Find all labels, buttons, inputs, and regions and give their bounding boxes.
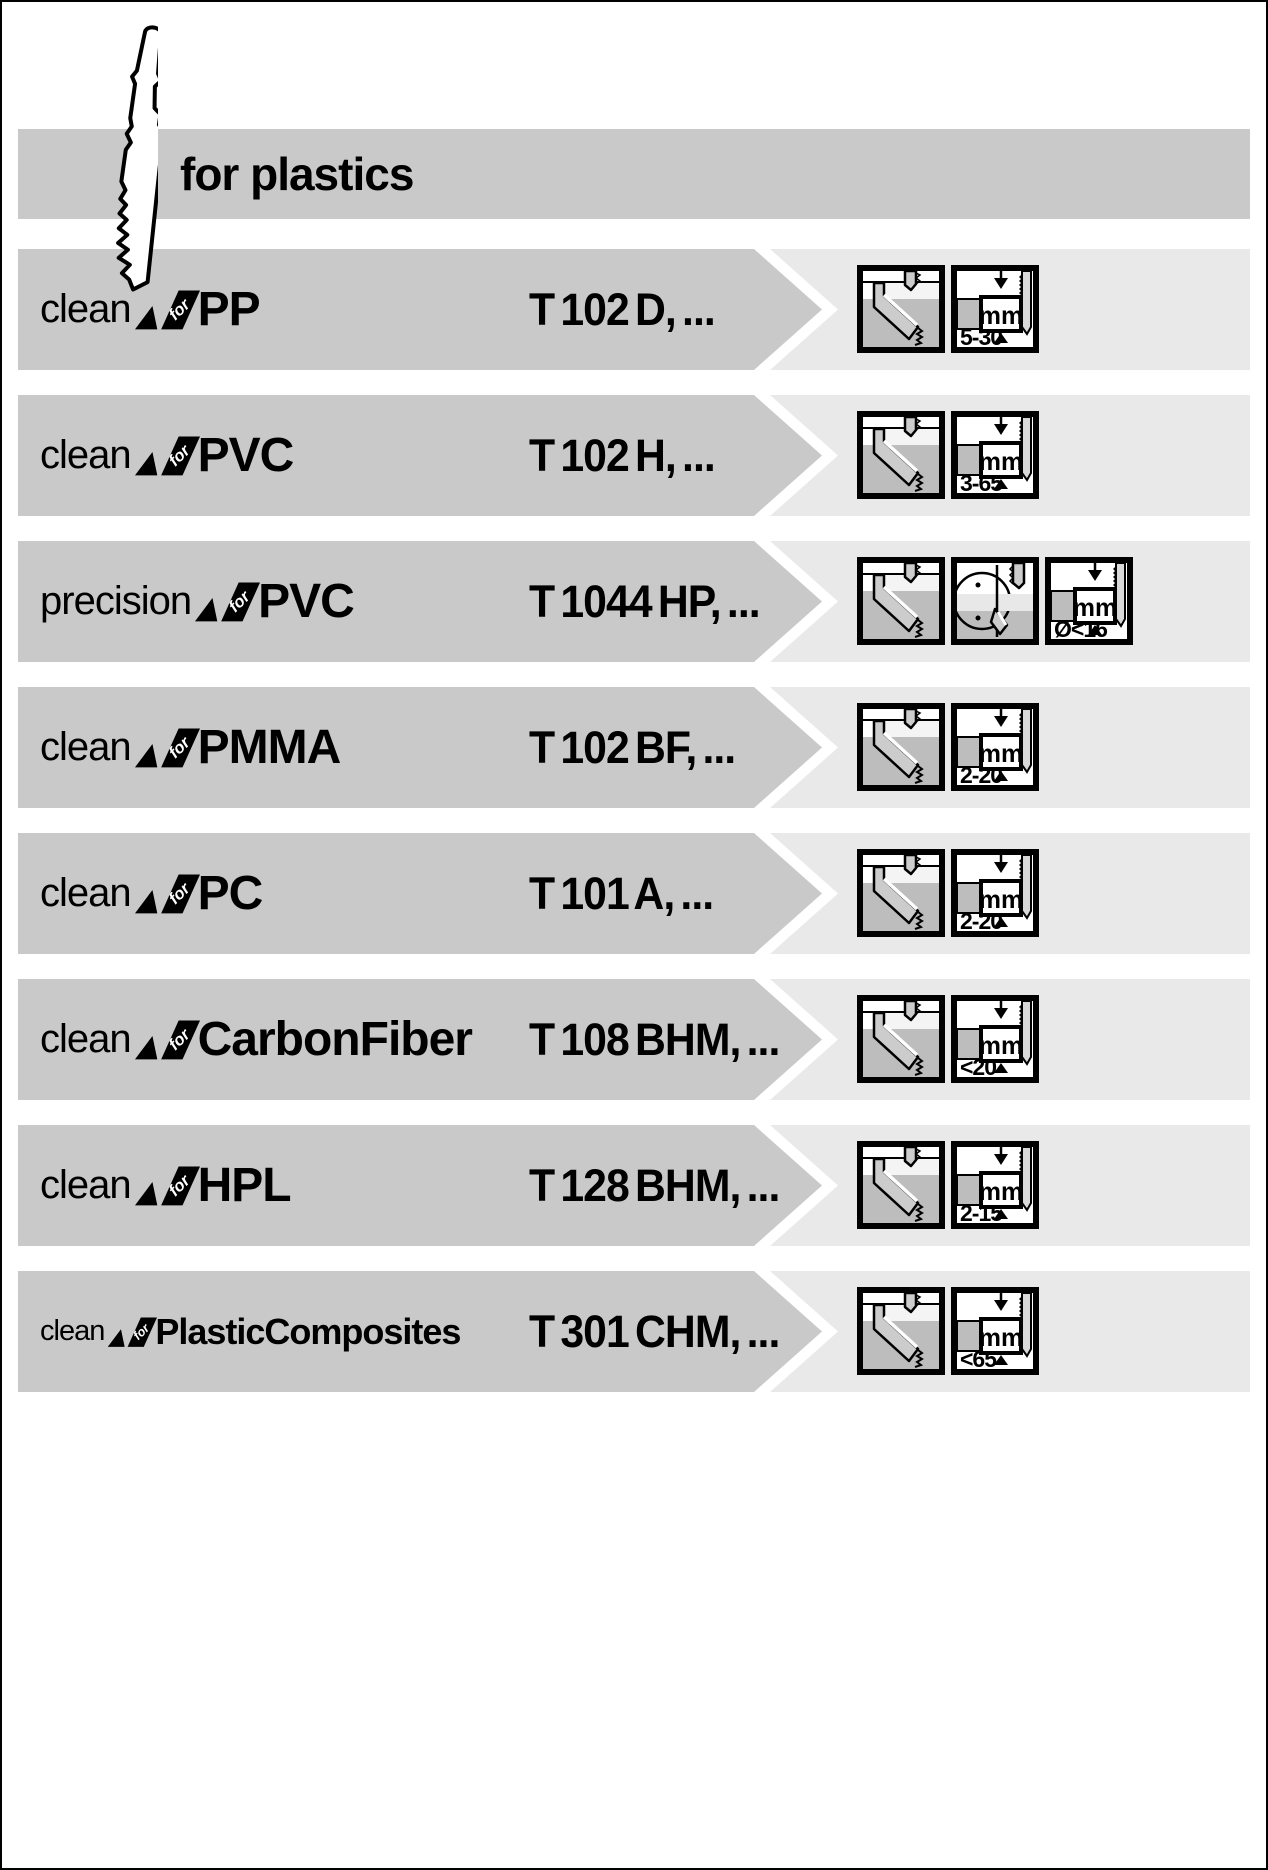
row-label: clean for PC xyxy=(40,833,264,954)
material-name: HPL xyxy=(197,1159,292,1212)
model-numbers: T 128 BHM, ... xyxy=(529,1159,780,1211)
mm-range: 2-20 xyxy=(960,908,1002,934)
thickness-icon: mm 5-30 xyxy=(951,265,1039,353)
mm-range: <20 xyxy=(960,1054,996,1080)
jigsaw-blade-icon xyxy=(78,22,166,292)
application-prefix: clean xyxy=(40,433,132,477)
thickness-icon: mm <65 xyxy=(951,1287,1039,1375)
thickness-icon: mm 2-20 xyxy=(951,849,1039,937)
row-label: clean for HPL xyxy=(40,1125,292,1246)
clean-cut-icon xyxy=(857,1287,945,1375)
product-row: clean for PVC T 102 H, ... xyxy=(18,395,1250,516)
material-name: PVC xyxy=(197,429,295,482)
thickness-icon: mm Ø<16 xyxy=(1045,557,1133,645)
material-name: PVC xyxy=(258,575,355,628)
row-label: precision for PVC xyxy=(40,541,355,662)
material-name: PlasticComposites xyxy=(155,1310,461,1352)
model-numbers: T 102 D, ... xyxy=(529,283,716,335)
thickness-icon: mm 3-65 xyxy=(951,411,1039,499)
row-icons: mm 2-20 xyxy=(857,849,1039,937)
row-icons: mm <65 xyxy=(857,1287,1039,1375)
product-row: clean for PlasticComposites T 301 CHM, .… xyxy=(18,1271,1250,1392)
clean-cut-icon xyxy=(857,995,945,1083)
for-logo: for xyxy=(134,1160,200,1206)
model-numbers: T 1044 HP, ... xyxy=(529,575,761,627)
mm-range: 5-30 xyxy=(960,324,1002,350)
mm-range: 2-20 xyxy=(960,762,1002,788)
thickness-icon: mm 2-15 xyxy=(951,1141,1039,1229)
banner-arrow xyxy=(18,541,822,662)
clean-cut-icon xyxy=(857,411,945,499)
thickness-icon: mm 2-20 xyxy=(951,703,1039,791)
mm-unit-label: mm xyxy=(1073,594,1117,622)
for-logo: for xyxy=(134,430,200,476)
clean-cut-icon xyxy=(857,849,945,937)
product-row: clean for PC T 101 A, ... xyxy=(18,833,1250,954)
application-prefix: precision xyxy=(40,579,192,623)
application-prefix: clean xyxy=(40,725,132,769)
for-logo: for xyxy=(134,868,200,914)
application-prefix: clean xyxy=(40,1017,132,1061)
mm-unit-label: mm xyxy=(979,1324,1023,1352)
application-prefix: clean xyxy=(40,871,132,915)
row-icons: mm 3-65 xyxy=(857,411,1039,499)
header-band: for plastics xyxy=(18,129,1250,219)
product-row: clean for HPL T 128 BHM, ... xyxy=(18,1125,1250,1246)
model-numbers: T 301 CHM, ... xyxy=(529,1305,780,1357)
for-logo: for xyxy=(194,576,261,622)
mm-unit-label: mm xyxy=(979,1178,1023,1206)
row-label: clean for CarbonFiber xyxy=(40,979,473,1100)
for-logo: for xyxy=(107,1312,158,1348)
model-numbers: T 102 BF, ... xyxy=(529,721,736,773)
row-icons: mm 5-30 xyxy=(857,265,1039,353)
product-row: clean for PP T 102 D, ... xyxy=(18,249,1250,370)
clean-cut-icon xyxy=(857,557,945,645)
for-logo: for xyxy=(134,1014,200,1060)
banner-arrow xyxy=(18,1271,822,1392)
application-prefix: clean xyxy=(40,1163,132,1207)
pipe-cut-icon xyxy=(951,557,1039,645)
mm-range: 3-65 xyxy=(960,470,1003,496)
product-rows: clean for PP T 102 D, ... xyxy=(18,249,1250,1417)
mm-unit-label: mm xyxy=(979,740,1023,768)
thickness-icon: mm <20 xyxy=(951,995,1039,1083)
for-logo: for xyxy=(134,284,200,330)
product-row: precision for PVC T 1044 HP, ... xyxy=(18,541,1250,662)
mm-range: Ø<16 xyxy=(1054,616,1107,642)
mm-unit-label: mm xyxy=(979,448,1023,476)
mm-unit-label: mm xyxy=(979,1032,1023,1060)
model-numbers: T 101 A, ... xyxy=(529,867,714,919)
model-numbers: T 102 H, ... xyxy=(529,429,716,481)
row-icons: mm Ø<16 xyxy=(857,557,1133,645)
row-icons: mm 2-20 xyxy=(857,703,1039,791)
application-prefix: clean xyxy=(40,287,132,331)
for-logo: for xyxy=(134,722,200,768)
row-icons: mm 2-15 xyxy=(857,1141,1039,1229)
material-name: PC xyxy=(197,867,264,920)
row-label: clean for PVC xyxy=(40,395,295,516)
clean-cut-icon xyxy=(857,1141,945,1229)
clean-cut-icon xyxy=(857,265,945,353)
row-label: clean for PMMA xyxy=(40,687,342,808)
material-name: CarbonFiber xyxy=(197,1013,473,1066)
mm-range: 2-15 xyxy=(960,1200,1003,1226)
row-label: clean for PlasticComposites xyxy=(40,1271,461,1392)
mm-range: <65 xyxy=(960,1346,997,1372)
row-label: clean for PP xyxy=(40,249,261,370)
row-icons: mm <20 xyxy=(857,995,1039,1083)
product-row: clean for PMMA T 102 BF, ... xyxy=(18,687,1250,808)
mm-unit-label: mm xyxy=(979,302,1023,330)
material-name: PP xyxy=(197,283,261,336)
application-prefix: clean xyxy=(40,1315,105,1347)
model-numbers: T 108 BHM, ... xyxy=(529,1013,780,1065)
page-title: for plastics xyxy=(180,148,414,200)
mm-unit-label: mm xyxy=(979,886,1023,914)
material-name: PMMA xyxy=(197,721,342,774)
product-row: clean for CarbonFiber T 108 BHM, ... xyxy=(18,979,1250,1100)
clean-cut-icon xyxy=(857,703,945,791)
